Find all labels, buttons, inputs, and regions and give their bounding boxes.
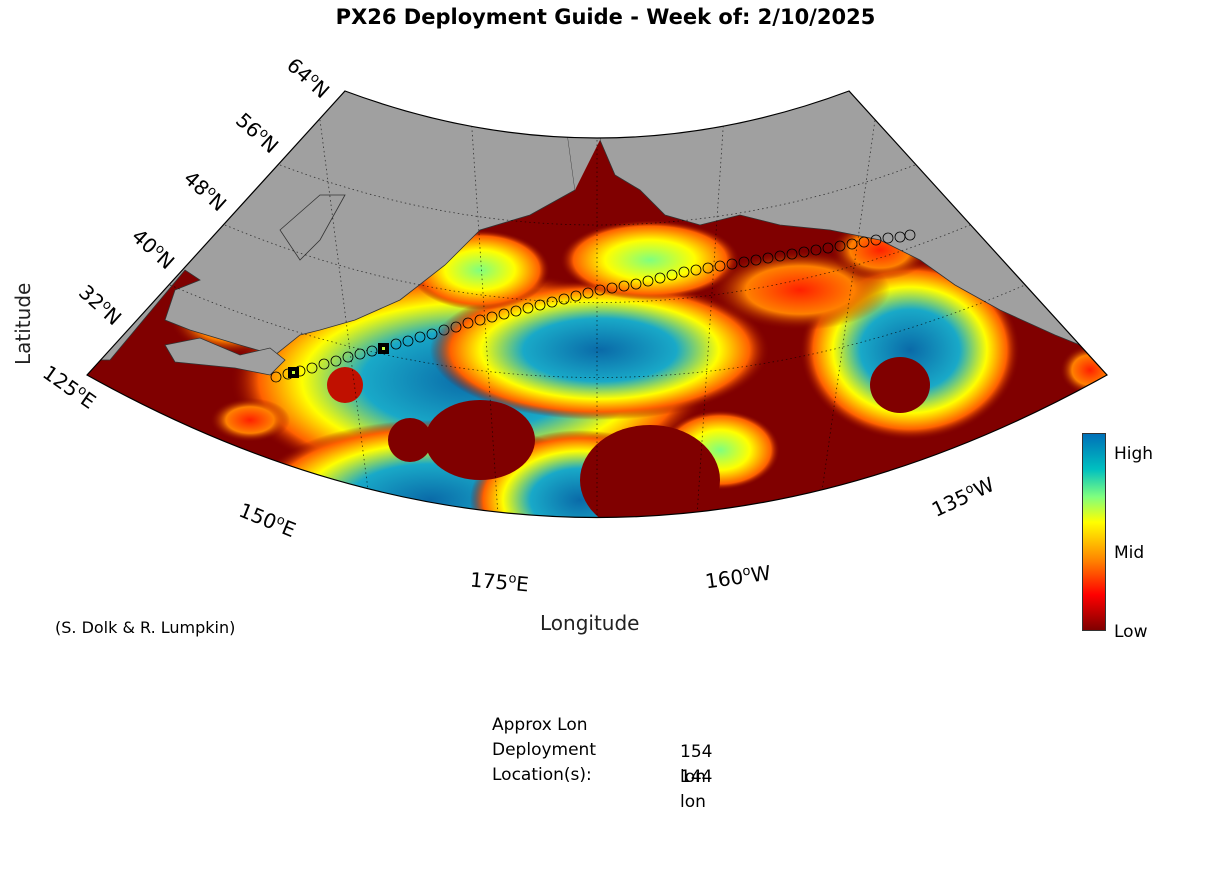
field-blob: [388, 418, 432, 462]
field-blob: [870, 357, 930, 413]
graticule: [169, 91, 1026, 518]
info-line: Location(s):: [492, 765, 592, 785]
field-blob: [210, 398, 290, 442]
credit-text: (S. Dolk & R. Lumpkin): [55, 618, 236, 637]
x-axis-label: Longitude: [540, 611, 640, 635]
field-blob: [1060, 345, 1107, 395]
field-blob: [327, 367, 363, 403]
map-title: PX26 Deployment Guide - Week of: 2/10/20…: [335, 5, 876, 29]
colorbar-label-mid: Mid: [1114, 543, 1145, 563]
land-kamchatka-gap: [279, 194, 346, 261]
field-blob: [425, 400, 535, 480]
deployment-info: Approx Lon Deployment 154 lon Location(s)…: [492, 713, 712, 812]
colorbar: [1082, 433, 1106, 631]
info-line: Deployment: [492, 740, 596, 760]
deployment-marker: [288, 367, 299, 378]
lon-tick-label: 175oE: [469, 567, 530, 597]
deployment-lon-value: 154 lon: [680, 742, 713, 787]
deployment-lon-value: 144 lon: [680, 767, 713, 812]
field-blob: [430, 280, 770, 420]
deployment-marker: [378, 343, 389, 354]
colorbar-label-low: Low: [1114, 622, 1148, 642]
y-axis-label: Latitude: [11, 282, 35, 365]
colorbar-label-high: High: [1114, 444, 1154, 464]
info-line: Approx Lon: [492, 715, 588, 735]
field-blob: [560, 220, 740, 300]
land-japan: [164, 337, 286, 376]
map-frame: [86, 90, 1108, 519]
field-blob: [580, 425, 720, 518]
